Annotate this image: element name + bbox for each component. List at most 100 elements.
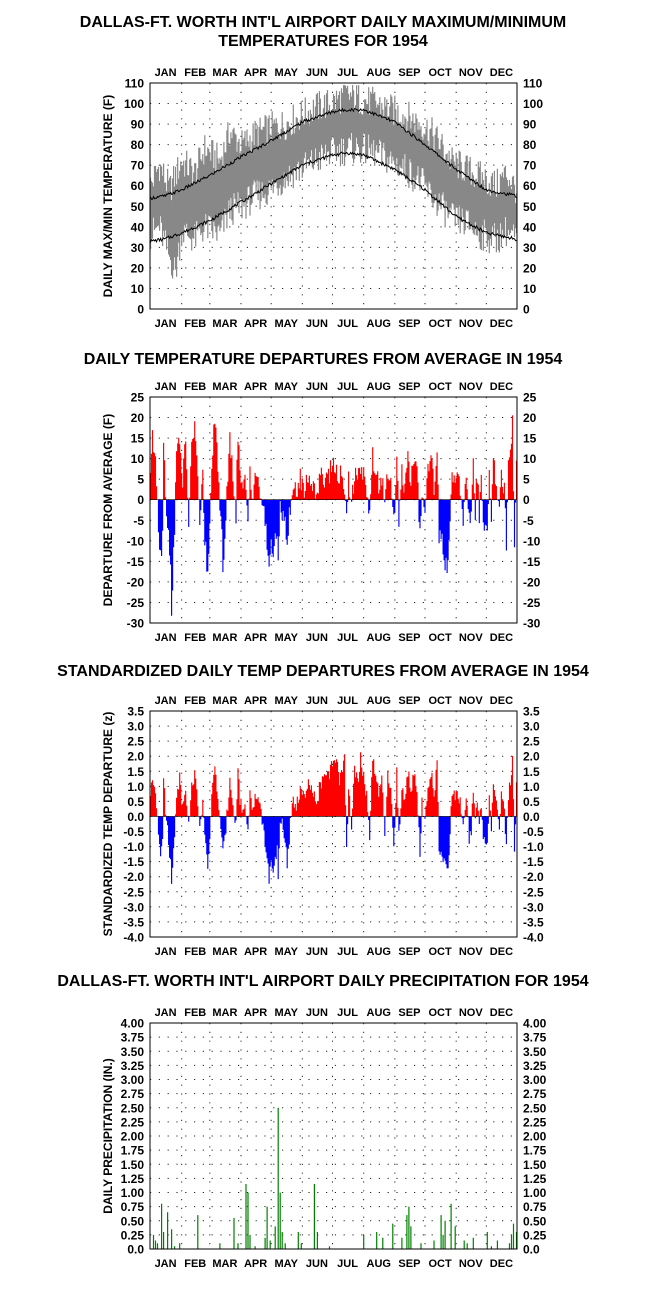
month-label-top: FEB (184, 1007, 206, 1019)
y-tick-label-right: -5 (523, 514, 534, 528)
y-tick-label-left: -3.5 (123, 915, 144, 929)
y-tick-label-left: 70 (131, 159, 145, 173)
y-tick-label-right: 2.5 (523, 735, 540, 749)
y-tick-label-left: 0.0 (127, 810, 144, 824)
y-tick-label-right: 40 (523, 220, 537, 234)
month-label-bottom: DEC (490, 946, 513, 958)
daily-range-bars (149, 85, 518, 279)
positive-departure-bars (149, 752, 518, 817)
y-tick-label-left: 90 (131, 118, 145, 132)
month-label-bottom: JAN (155, 946, 177, 958)
chart1-title-line2: TEMPERATURES FOR 1954 (218, 33, 428, 50)
y-tick-label-right: 2.75 (523, 1087, 547, 1101)
y-tick-label-right: -10 (523, 534, 541, 548)
y-tick-label-right: -3.5 (523, 915, 544, 929)
month-label-bottom: APR (244, 318, 267, 330)
y-tick-label-left: -5 (133, 514, 144, 528)
normal-max-line (150, 107, 517, 200)
month-label-top: JAN (155, 67, 177, 79)
y-tick-label-right: 10 (523, 282, 537, 296)
y-tick-label-left: 0.75 (121, 1200, 145, 1214)
y-tick-label-right: 80 (523, 138, 537, 152)
y-tick-label-right: 0.25 (523, 1228, 547, 1242)
month-label-top: JAN (155, 695, 177, 707)
chart2-title: DAILY TEMPERATURE DEPARTURES FROM AVERAG… (83, 351, 563, 368)
month-label-top: JUN (306, 381, 328, 393)
y-tick-label-right: 0.75 (523, 1200, 547, 1214)
y-tick-label-right: -2.5 (523, 885, 544, 899)
month-label-top: NOV (459, 1007, 484, 1019)
y-tick-label-left: 10 (131, 282, 145, 296)
month-label-bottom: AUG (367, 1258, 391, 1270)
chart-2: -30 -30 -25 -25 -20 -20 -15 -15 -10 -10 -5 -5 0 0 5 5 10… (101, 381, 541, 644)
y-tick-label-left: -4.0 (123, 931, 144, 945)
month-label-bottom: SEP (398, 632, 420, 644)
y-tick-label-left: 3.50 (121, 1045, 145, 1059)
month-label-bottom: DEC (490, 632, 513, 644)
chart-4: 0.0 0.00.25 0.250.50 0.500.75 0.751.00 1.001.… (101, 1007, 547, 1270)
y-tick-label-right: 4.00 (523, 1017, 547, 1031)
month-label-top: NOV (459, 695, 484, 707)
y-tick-label-left: 50 (131, 200, 145, 214)
month-label-bottom: JUN (306, 318, 328, 330)
y-tick-label-left: 1.50 (121, 1158, 145, 1172)
positive-departure-bars (149, 415, 518, 500)
month-label-bottom: JAN (155, 318, 177, 330)
y-tick-label-right: -15 (523, 555, 541, 569)
month-label-bottom: FEB (184, 632, 206, 644)
month-label-bottom: APR (244, 632, 267, 644)
month-label-top: AUG (367, 1007, 391, 1019)
y-tick-label-left: 2.0 (127, 750, 144, 764)
chart-1: 0 0 10 10 20 20 30 30 40 40 50 50 60 60 70 70 80 80 90 90 10… (101, 67, 543, 330)
month-label-top: APR (244, 695, 267, 707)
month-label-bottom: FEB (184, 318, 206, 330)
month-label-top: OCT (428, 381, 452, 393)
month-label-bottom: OCT (428, 318, 452, 330)
month-label-top: APR (244, 381, 267, 393)
y-tick-label-right: -1.5 (523, 855, 544, 869)
y-tick-label-right: -4.0 (523, 931, 544, 945)
y-tick-label-right: 0.5 (523, 795, 540, 809)
month-label-top: DEC (490, 381, 513, 393)
y-tick-label-right: 1.25 (523, 1172, 547, 1186)
month-label-top: FEB (184, 381, 206, 393)
y-tick-label-left: 2.25 (121, 1115, 145, 1129)
negative-departure-bars (157, 499, 517, 616)
y-tick-label-right: 2.00 (523, 1130, 547, 1144)
month-label-bottom: JUL (337, 1258, 358, 1270)
month-label-bottom: MAR (212, 318, 237, 330)
y-tick-label-right: -20 (523, 575, 541, 589)
y-tick-label-right: -25 (523, 596, 541, 610)
month-label-top: MAR (212, 695, 237, 707)
y-tick-label-right: 3.0 (523, 720, 540, 734)
month-label-bottom: MAY (275, 1258, 299, 1270)
y-tick-label-right: 50 (523, 200, 537, 214)
y-tick-label-left: 4.00 (121, 1017, 145, 1031)
y-tick-label-left: 20 (131, 261, 145, 275)
month-label-top: MAR (212, 67, 237, 79)
y-tick-label-right: -2.0 (523, 870, 544, 884)
y-tick-label-right: 3.75 (523, 1031, 547, 1045)
month-label-top: AUG (367, 381, 391, 393)
y-tick-label-left: -1.0 (123, 840, 144, 854)
month-label-bottom: JUN (306, 632, 328, 644)
month-label-bottom: SEP (398, 946, 420, 958)
month-label-bottom: OCT (428, 946, 452, 958)
month-label-top: OCT (428, 695, 452, 707)
y-tick-label-right: 3.5 (523, 705, 540, 719)
y-tick-label-right: 15 (523, 432, 537, 446)
y-tick-label-right: 5 (523, 473, 530, 487)
month-label-bottom: OCT (428, 632, 452, 644)
month-label-bottom: AUG (367, 946, 391, 958)
y-tick-label-right: 0 (523, 493, 530, 507)
y-tick-label-right: 2.25 (523, 1115, 547, 1129)
y-tick-label-left: 10 (131, 452, 145, 466)
month-label-top: SEP (398, 695, 420, 707)
month-label-top: NOV (459, 67, 484, 79)
y-tick-label-left: 80 (131, 138, 145, 152)
month-label-bottom: JUL (337, 632, 358, 644)
month-label-top: JUN (306, 695, 328, 707)
y-tick-label-left: 3.5 (127, 705, 144, 719)
y-tick-label-left: 2.50 (121, 1101, 145, 1115)
y-tick-label-left: 0.0 (127, 1243, 144, 1257)
